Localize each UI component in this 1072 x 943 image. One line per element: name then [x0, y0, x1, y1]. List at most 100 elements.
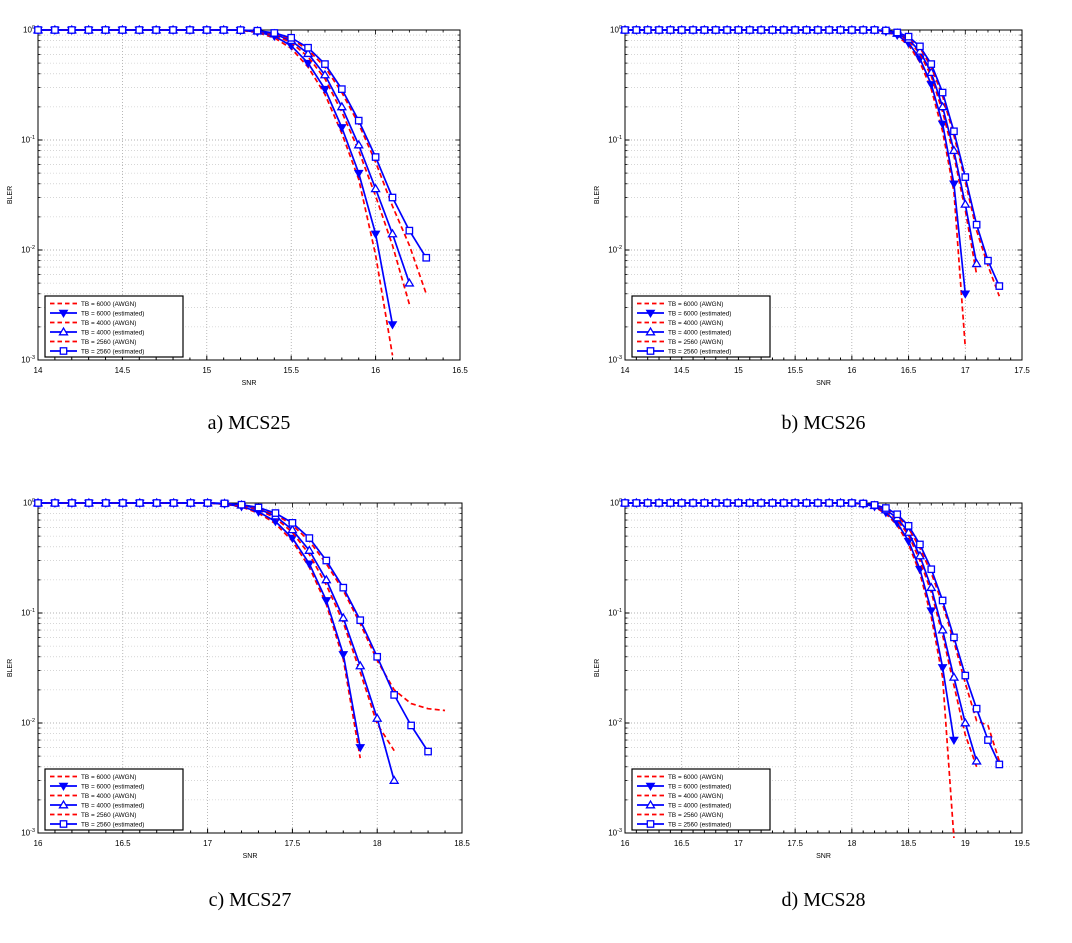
svg-text:TB = 6000 (estimated): TB = 6000 (estimated) [81, 310, 144, 317]
svg-text:17.5: 17.5 [1014, 366, 1030, 375]
svg-text:TB = 4000 (estimated): TB = 4000 (estimated) [668, 329, 731, 336]
series-3 [619, 497, 982, 765]
legend: TB = 6000 (AWGN) TB = 6000 (estimated) TB … [631, 768, 771, 831]
series-2 [38, 29, 411, 305]
svg-text:TB = 2560 (AWGN): TB = 2560 (AWGN) [668, 812, 723, 819]
svg-text:16: 16 [371, 366, 380, 375]
svg-text:16: 16 [621, 839, 630, 848]
svg-text:TB = 6000 (AWGN): TB = 6000 (AWGN) [668, 301, 723, 308]
svg-text:TB = 2560 (AWGN): TB = 2560 (AWGN) [81, 339, 136, 346]
svg-text:16.5: 16.5 [452, 366, 468, 375]
legend: TB = 6000 (AWGN) TB = 6000 (estimated) TB … [44, 295, 184, 358]
series-4 [38, 29, 428, 295]
svg-text:16: 16 [34, 839, 43, 848]
subplot-d-caption: d) MCS28 [781, 889, 866, 911]
svg-text:BLER: BLER [594, 186, 601, 204]
svg-text:14: 14 [621, 366, 630, 375]
svg-text:TB = 6000 (AWGN): TB = 6000 (AWGN) [81, 301, 136, 308]
svg-text:100: 100 [610, 25, 622, 35]
svg-text:TB = 4000 (AWGN): TB = 4000 (AWGN) [81, 320, 136, 327]
svg-text:TB = 4000 (AWGN): TB = 4000 (AWGN) [668, 320, 723, 327]
axis-labels: 14 14.5 15 15.5 16 16.5 100 10-1 10-2 10-3 SNR BLER [7, 25, 468, 387]
subplot-d-mcs28: 16 16.5 17 17.5 18 18.5 19 19.5 100 10-1 10-2 10-3 S… [588, 473, 1072, 943]
series-3 [619, 24, 982, 268]
axis-labels: 14 14.5 15 15.5 16 16.5 17 17.5 100 10-1 10-2 10-3 S… [594, 25, 1030, 387]
svg-text:BLER: BLER [7, 659, 14, 677]
series-4 [625, 29, 1001, 297]
svg-text:17: 17 [961, 366, 970, 375]
legend: TB = 6000 (AWGN) TB = 6000 (estimated) TB … [631, 295, 771, 358]
svg-text:SNR: SNR [242, 380, 257, 387]
axis-labels: 16 16.5 17 17.5 18 18.5 100 10-1 10-2 10-3 SNR BLER [7, 498, 470, 860]
svg-text:15: 15 [202, 366, 211, 375]
svg-text:10-1: 10-1 [21, 135, 35, 145]
svg-text:14: 14 [34, 366, 43, 375]
svg-text:TB = 2560 (estimated): TB = 2560 (estimated) [668, 821, 731, 828]
series-2 [38, 502, 395, 752]
svg-text:10-2: 10-2 [21, 718, 35, 728]
svg-text:14.5: 14.5 [115, 366, 131, 375]
svg-text:100: 100 [23, 498, 35, 508]
svg-text:SNR: SNR [243, 853, 258, 860]
series-2 [625, 502, 978, 768]
svg-text:16.5: 16.5 [674, 839, 690, 848]
svg-text:TB = 6000 (estimated): TB = 6000 (estimated) [81, 783, 144, 790]
svg-text:TB = 2560 (estimated): TB = 2560 (estimated) [81, 348, 144, 355]
svg-text:10-2: 10-2 [608, 245, 622, 255]
svg-text:10-1: 10-1 [21, 608, 35, 618]
svg-text:BLER: BLER [7, 186, 14, 204]
svg-text:16.5: 16.5 [901, 366, 917, 375]
svg-text:10-3: 10-3 [608, 828, 622, 838]
svg-text:TB = 6000 (AWGN): TB = 6000 (AWGN) [81, 774, 136, 781]
svg-text:10-3: 10-3 [608, 355, 622, 365]
series-5 [621, 26, 1004, 290]
svg-text:15.5: 15.5 [283, 366, 299, 375]
svg-text:17: 17 [203, 839, 212, 848]
svg-text:10-1: 10-1 [608, 135, 622, 145]
legend: TB = 6000 (AWGN) TB = 6000 (estimated) TB … [44, 768, 184, 831]
svg-text:TB = 6000 (estimated): TB = 6000 (estimated) [668, 783, 731, 790]
axis-labels: 16 16.5 17 17.5 18 18.5 19 19.5 100 10-1 10-2 10-3 S… [594, 498, 1030, 860]
svg-text:18.5: 18.5 [454, 839, 470, 848]
chart-c-mcs27: 16 16.5 17 17.5 18 18.5 100 10-1 10-2 10-3 SNR BLER… [7, 497, 470, 860]
series-5 [34, 26, 431, 262]
svg-text:TB = 2560 (AWGN): TB = 2560 (AWGN) [668, 339, 723, 346]
subplot-b-mcs26: 14 14.5 15 15.5 16 16.5 17 17.5 100 10-1 10-2 10-3 S… [588, 0, 1072, 470]
svg-text:10-2: 10-2 [608, 718, 622, 728]
series-1 [33, 499, 366, 753]
series-3 [32, 497, 400, 784]
svg-text:16.5: 16.5 [115, 839, 131, 848]
series-5 [621, 499, 1004, 769]
svg-text:TB = 4000 (estimated): TB = 4000 (estimated) [668, 802, 731, 809]
svg-text:15: 15 [734, 366, 743, 375]
svg-text:10-2: 10-2 [21, 245, 35, 255]
series-4 [38, 502, 446, 712]
svg-text:TB = 4000 (estimated): TB = 4000 (estimated) [81, 802, 144, 809]
svg-text:TB = 4000 (estimated): TB = 4000 (estimated) [81, 329, 144, 336]
svg-text:18.5: 18.5 [901, 839, 917, 848]
svg-text:10-3: 10-3 [21, 828, 35, 838]
svg-text:SNR: SNR [816, 380, 831, 387]
series-3 [32, 24, 415, 287]
subplot-c-caption: c) MCS27 [208, 889, 292, 911]
svg-text:17.5: 17.5 [787, 839, 803, 848]
subplot-a-caption: a) MCS25 [207, 412, 291, 434]
subplot-a-mcs25: 14 14.5 15 15.5 16 16.5 100 10-1 10-2 10-3 SNR BLER… [0, 0, 540, 470]
grid [625, 503, 1023, 834]
svg-text:18: 18 [373, 839, 382, 848]
svg-text:TB = 4000 (AWGN): TB = 4000 (AWGN) [668, 793, 723, 800]
chart-d-mcs28: 16 16.5 17 17.5 18 18.5 19 19.5 100 10-1 10-2 10-3 S… [594, 497, 1030, 860]
svg-text:SNR: SNR [816, 853, 831, 860]
svg-text:TB = 2560 (AWGN): TB = 2560 (AWGN) [81, 812, 136, 819]
svg-text:18: 18 [847, 839, 856, 848]
svg-text:14.5: 14.5 [674, 366, 690, 375]
svg-text:100: 100 [610, 498, 622, 508]
svg-text:TB = 6000 (estimated): TB = 6000 (estimated) [668, 310, 731, 317]
svg-text:10-3: 10-3 [21, 355, 35, 365]
svg-text:100: 100 [23, 25, 35, 35]
svg-text:15.5: 15.5 [787, 366, 803, 375]
svg-text:BLER: BLER [594, 659, 601, 677]
series-1 [620, 499, 959, 746]
chart-b-mcs26: 14 14.5 15 15.5 16 16.5 17 17.5 100 10-1 10-2 10-3 S… [594, 24, 1030, 387]
svg-text:10-1: 10-1 [608, 608, 622, 618]
